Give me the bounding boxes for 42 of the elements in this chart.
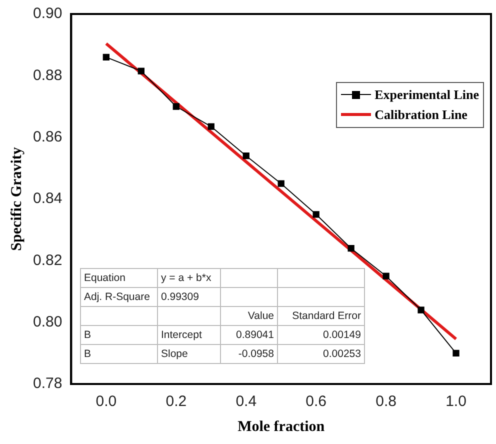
legend-label: Calibration Line [374, 107, 468, 123]
annotation: Intercept [158, 326, 220, 344]
annotation: 0.99309 [158, 288, 220, 306]
annotation: Standard Error [278, 306, 364, 326]
y-axis-title: Specific Gravity [8, 146, 25, 251]
annotation: Value [220, 306, 278, 326]
x-tick-label: 1.0 [446, 393, 466, 410]
annotation: B [80, 326, 158, 344]
point [172, 103, 180, 110]
x-tick-label: 0.4 [236, 393, 257, 410]
y-tick-label: 0.84 [32, 190, 62, 208]
annotation: Equation [80, 268, 158, 288]
point [102, 54, 110, 60]
legend-label: Experimental Line [374, 87, 479, 103]
point [382, 272, 390, 280]
y-tick-label: 0.86 [32, 128, 62, 146]
point [242, 152, 250, 160]
annotation: y = a + b*x [158, 268, 220, 288]
y-tick-label: 0.80 [32, 313, 62, 330]
point [138, 68, 144, 74]
annotation: Slope [158, 344, 220, 364]
annotation: 0.00149 [278, 326, 364, 344]
annotation: Adj. R-Square [80, 288, 158, 306]
y-tick-label: 0.88 [32, 66, 62, 84]
point [418, 306, 424, 314]
annotation: 0.89041 [220, 326, 278, 344]
y-tick-label: 0.78 [32, 375, 62, 392]
point [452, 350, 460, 356]
x-tick-label: 0.2 [166, 393, 187, 410]
point [348, 245, 354, 252]
point [208, 123, 214, 130]
annotation: 0.00253 [278, 344, 364, 364]
x-tick-label: 0.0 [96, 393, 117, 410]
x-tick-label: 0.6 [306, 393, 327, 410]
annotation: B [80, 344, 158, 364]
y-tick-label: 0.90 [32, 5, 62, 22]
y-tick-label: 0.82 [32, 252, 62, 269]
annotation: -0.0958 [220, 344, 278, 364]
x-axis-title: Mole fraction [238, 418, 326, 435]
point [312, 211, 320, 218]
x-tick-label: 0.8 [376, 393, 396, 410]
point [278, 180, 284, 187]
